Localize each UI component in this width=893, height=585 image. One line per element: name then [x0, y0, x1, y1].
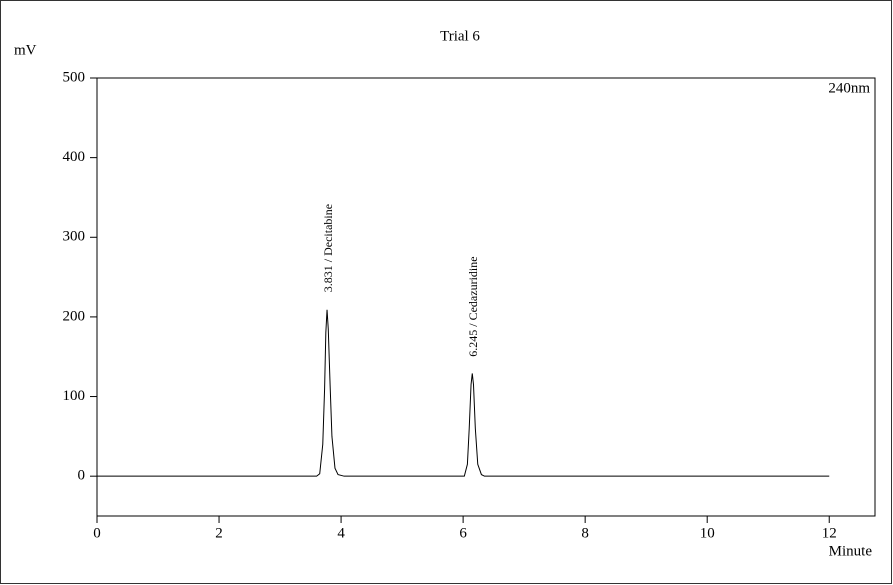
- x-tick-label: 4: [337, 525, 345, 541]
- x-tick-label: 6: [459, 525, 467, 541]
- x-tick-label: 10: [700, 525, 715, 541]
- y-tick-label: 100: [63, 388, 86, 404]
- x-tick-label: 2: [215, 525, 223, 541]
- x-axis-label: Minute: [829, 543, 873, 559]
- plot-frame: [96, 77, 876, 517]
- peak-label: 6.245 / Cedazuridine: [466, 256, 480, 356]
- peak-label: 3.831 / Decitabine: [321, 204, 335, 292]
- y-axis-label: mV: [14, 42, 37, 58]
- wavelength-label: 240nm: [828, 80, 870, 96]
- x-tick-label: 8: [581, 525, 589, 541]
- y-tick-label: 500: [63, 69, 86, 85]
- trace: [97, 309, 830, 477]
- x-tick-label: 12: [822, 525, 837, 541]
- y-tick-label: 300: [63, 229, 86, 245]
- y-tick-label: 200: [63, 308, 86, 324]
- y-tick-label: 400: [63, 149, 86, 165]
- x-tick-label: 0: [93, 525, 101, 541]
- y-tick-label: 0: [78, 468, 86, 484]
- chart-title: Trial 6: [440, 28, 480, 44]
